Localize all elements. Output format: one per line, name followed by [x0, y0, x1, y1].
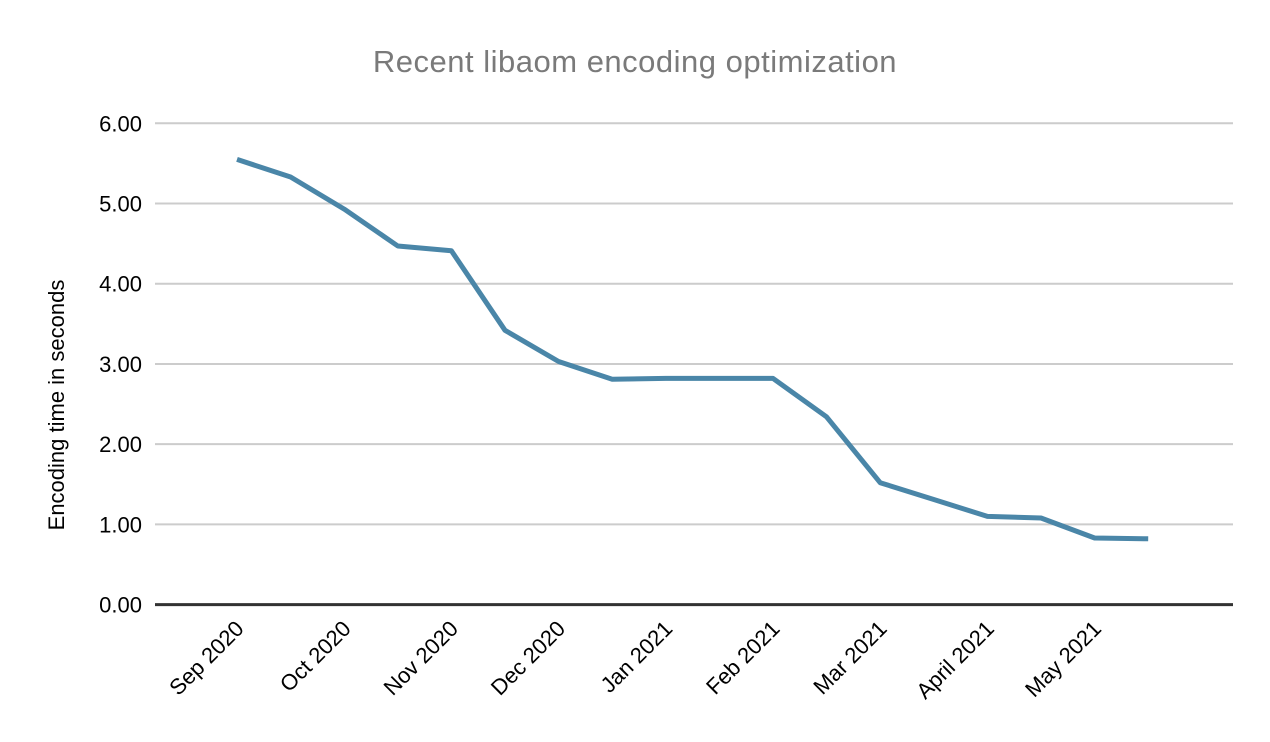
- x-tick-label: Oct 2020: [275, 616, 356, 697]
- x-tick-label: Nov 2020: [379, 616, 463, 700]
- x-tick-label: Jan 2021: [596, 616, 678, 698]
- y-tick-label: 3.00: [99, 352, 142, 377]
- x-tick-label: Feb 2021: [701, 616, 784, 699]
- x-tick-label: Dec 2020: [486, 616, 570, 700]
- y-tick-label: 4.00: [99, 272, 142, 297]
- x-tick-label: May 2021: [1020, 616, 1106, 702]
- y-tick-label: 2.00: [99, 432, 142, 457]
- x-tick-label: Mar 2021: [808, 616, 891, 699]
- x-tick-label: April 2021: [911, 616, 999, 704]
- y-tick-label: 5.00: [99, 192, 142, 217]
- y-tick-label: 1.00: [99, 512, 142, 537]
- y-tick-label: 0.00: [99, 593, 142, 618]
- series-line-encoding-time: [236, 157, 1149, 542]
- y-tick-label: 6.00: [99, 111, 142, 136]
- chart-title: Recent libaom encoding optimization: [372, 44, 898, 79]
- x-tick-label: Sep 2020: [164, 616, 248, 700]
